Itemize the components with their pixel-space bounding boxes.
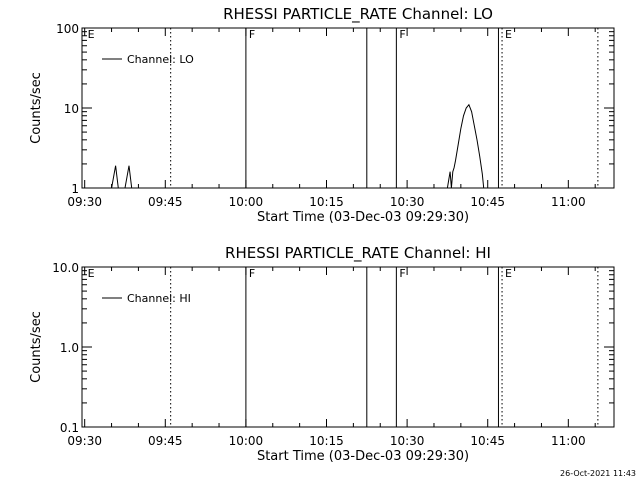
event-marker-f: F [399, 267, 405, 280]
plot-frame [81, 27, 615, 189]
x-tick-label: 10:30 [390, 195, 425, 209]
x-tick-label: 10:00 [229, 195, 264, 209]
x-tick-label: 09:30 [67, 195, 102, 209]
x-tick-label: 09:30 [67, 434, 102, 448]
event-marker-f: F [249, 28, 255, 41]
y-tick-label: 0.1 [60, 421, 79, 435]
event-marker-f: F [399, 28, 405, 41]
event-marker-f: F [249, 267, 255, 280]
chart-title: RHESSI PARTICLE_RATE Channel: HI [225, 244, 491, 263]
lo-channel-panel: RHESSI PARTICLE_RATE Channel: LO 09:30 09:… [29, 5, 615, 225]
y-tick-label: 100 [56, 22, 79, 36]
x-axis-label: Start Time (03-Dec-03 09:29:30) [257, 449, 469, 464]
y-tick-label: 10.0 [52, 261, 79, 275]
x-tick-label: 09:45 [148, 434, 183, 448]
legend-label: Channel: HI [127, 292, 191, 305]
x-tick-label: 10:00 [229, 434, 264, 448]
series-line-lo [82, 103, 491, 189]
y-tick-label: 1 [71, 182, 79, 196]
x-tick-label: 10:30 [390, 434, 425, 448]
x-tick-label: 10:45 [470, 195, 505, 209]
x-tick-label: 11:00 [551, 195, 586, 209]
x-tick-label: 10:45 [470, 434, 505, 448]
y-axis-label: Counts/sec [29, 72, 44, 144]
x-tick-label: 10:15 [309, 195, 344, 209]
hi-channel-panel: RHESSI PARTICLE_RATE Channel: HI 09:30 09:… [29, 244, 615, 464]
x-axis-label: Start Time (03-Dec-03 09:29:30) [257, 210, 469, 225]
y-axis-label: Counts/sec [29, 311, 44, 383]
x-tick-label: 09:45 [148, 195, 183, 209]
y-tick-label: 10 [64, 102, 79, 116]
event-marker-e: E [505, 28, 512, 41]
generation-timestamp: 26-Oct-2021 11:43 [560, 469, 636, 478]
plot-frame [81, 266, 615, 428]
event-marker-e: E [88, 267, 95, 280]
legend-label: Channel: LO [127, 53, 194, 66]
chart-title: RHESSI PARTICLE_RATE Channel: LO [223, 5, 493, 24]
y-tick-label: 1.0 [60, 341, 79, 355]
x-tick-label: 10:15 [309, 434, 344, 448]
x-tick-label: 11:00 [551, 434, 586, 448]
event-marker-e: E [505, 267, 512, 280]
event-marker-e: E [88, 28, 95, 41]
